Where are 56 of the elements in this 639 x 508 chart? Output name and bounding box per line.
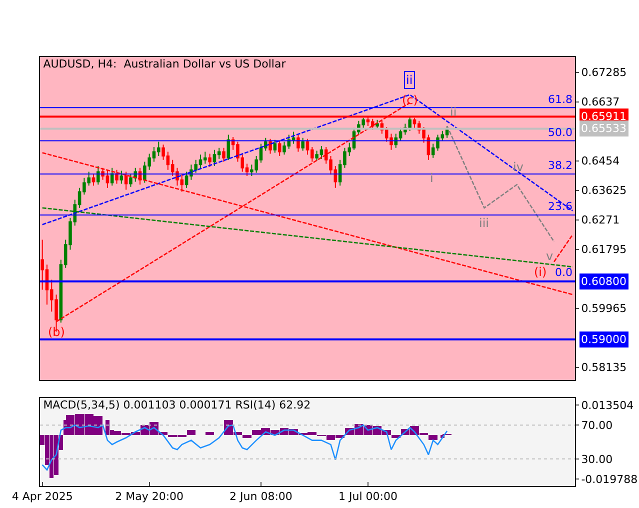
candlestick <box>301 137 304 152</box>
candlestick <box>208 153 212 168</box>
ref-line-label: 0.65911 <box>581 110 626 123</box>
candlestick <box>96 165 100 186</box>
y-tick-label: 0.58135 <box>581 361 627 374</box>
y2-tick-label: 70.00 <box>581 418 613 432</box>
ref-line-label: 0.59000 <box>581 333 626 346</box>
x-tick-label: 2 May 20:00 <box>115 490 184 504</box>
annotation: (c) <box>402 93 418 107</box>
y-tick-label: 0.59965 <box>581 302 627 316</box>
chart-title: MACD(5,34,5) 0.001103 0.000171 RSI(14) 62.92 <box>43 398 311 412</box>
bar <box>205 432 214 436</box>
candlestick <box>120 170 124 184</box>
annotation: ii <box>406 73 413 87</box>
y2-tick-label: 30.00 <box>581 452 613 466</box>
x-tick-label: 2 Jun 08:00 <box>230 490 292 504</box>
ref-line-label: 0.65533 <box>581 122 626 135</box>
annotation: v <box>546 249 554 263</box>
bar <box>428 435 438 440</box>
candlestick <box>296 134 300 152</box>
y-tick-label: 0.6271 <box>581 214 620 227</box>
y-tick-label: 0.6637 <box>581 96 620 109</box>
candlestick <box>92 173 96 186</box>
annotation: i <box>430 171 434 185</box>
ref-line-label: 0.60800 <box>581 275 626 288</box>
annotation: (i) <box>534 265 547 279</box>
candlestick <box>394 133 398 148</box>
candlestick <box>278 140 282 156</box>
candlestick <box>124 171 128 190</box>
chart-title: AUDUSD, H4: Australian Dollar vs US Dollar <box>43 58 286 71</box>
y-tick-label: 0.6454 <box>581 154 620 168</box>
x-tick-label: 4 Apr 2025 <box>12 490 73 504</box>
bar <box>242 435 252 438</box>
candlestick <box>226 134 230 160</box>
candlestick <box>376 119 379 130</box>
annotation: 61.8 <box>548 93 572 106</box>
candlestick <box>268 138 272 154</box>
candlestick <box>222 147 226 162</box>
annotation: (b) <box>48 325 65 339</box>
y-tick-label: 0.63625 <box>581 184 627 198</box>
x-tick-label: 1 Jul 00:00 <box>338 490 398 504</box>
y-tick-label: 0.61795 <box>581 243 627 256</box>
annotation: 50.0 <box>548 126 572 139</box>
candlestick <box>115 169 118 184</box>
y-tick-label: 0.013504 <box>581 398 634 412</box>
annotation: iii <box>479 216 490 230</box>
bar <box>186 430 196 436</box>
annotation: 38.2 <box>548 159 572 172</box>
candlestick <box>273 139 277 154</box>
y-tick-label: -0.019788 <box>581 472 638 486</box>
annotation: iv <box>513 160 524 174</box>
line-series <box>42 424 448 471</box>
annotation: ii <box>450 105 457 119</box>
candlestick <box>110 167 114 186</box>
annotation: 0.0 <box>555 266 572 279</box>
y-tick-label: 0.67285 <box>581 66 627 80</box>
